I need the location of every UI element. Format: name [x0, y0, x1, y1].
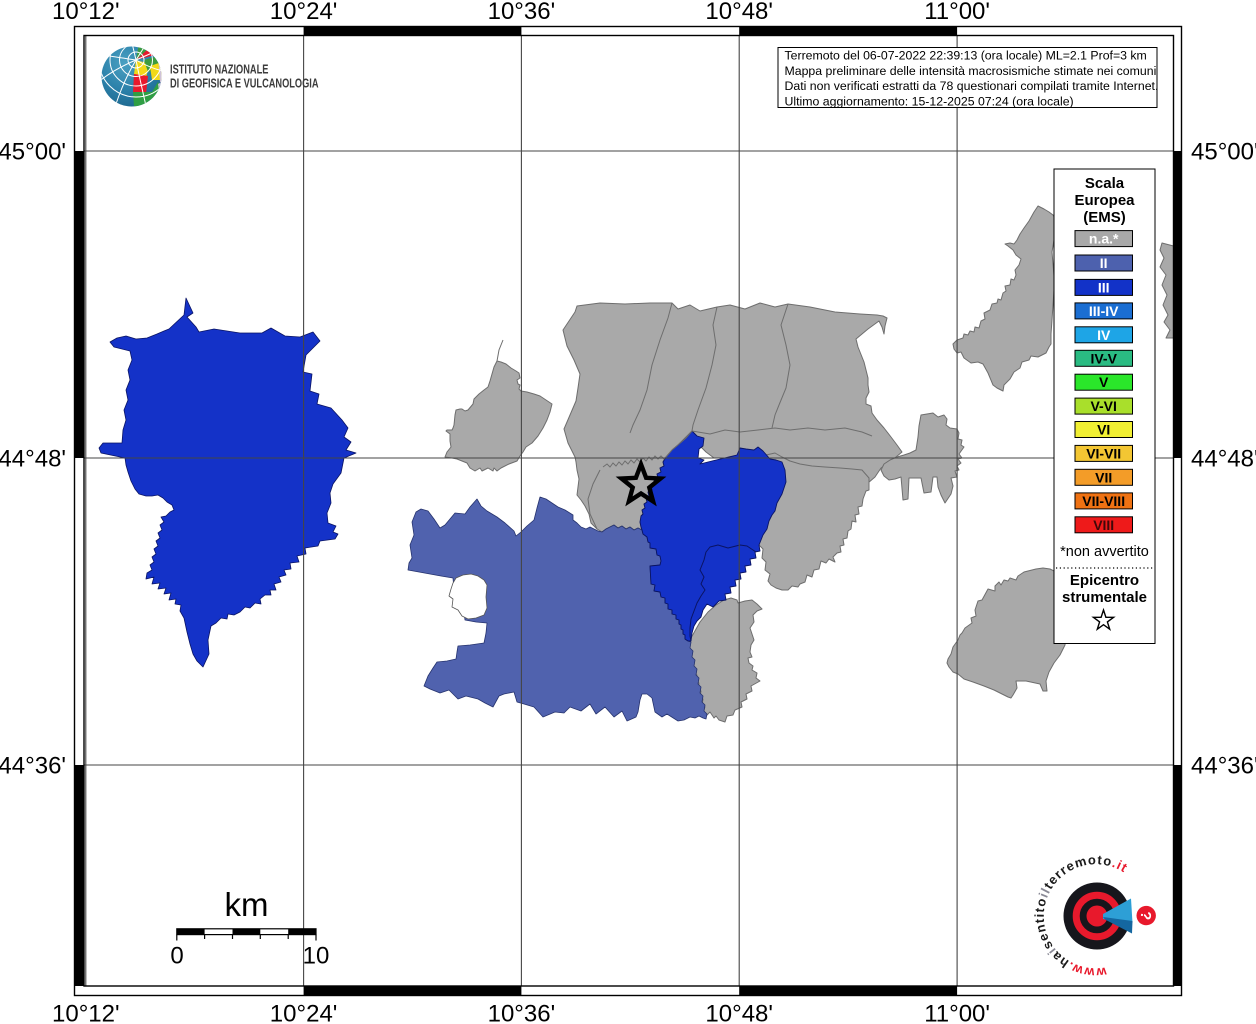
svg-text:II: II [1100, 255, 1108, 271]
svg-text:44°36': 44°36' [1191, 753, 1256, 780]
svg-text:45°00': 45°00' [1191, 139, 1256, 166]
svg-text:strumentale: strumentale [1062, 589, 1147, 606]
svg-text:VII-VIII: VII-VIII [1082, 493, 1125, 509]
svg-text:?: ? [1137, 910, 1154, 920]
svg-text:V-VI: V-VI [1090, 398, 1116, 414]
svg-text:Scala: Scala [1085, 175, 1125, 192]
svg-text:VI-VII: VI-VII [1086, 445, 1121, 461]
svg-text:Dati non verificati estratti d: Dati non verificati estratti da 78 quest… [785, 79, 1159, 93]
svg-text:10°48': 10°48' [705, 0, 773, 25]
svg-text:VIII: VIII [1093, 517, 1114, 533]
svg-text:10°36': 10°36' [488, 0, 556, 25]
svg-text:III: III [1098, 279, 1110, 295]
svg-text:Epicentro: Epicentro [1070, 572, 1139, 589]
svg-text:IV-V: IV-V [1090, 350, 1117, 366]
svg-text:44°48': 44°48' [1191, 446, 1256, 473]
svg-text:Europea: Europea [1074, 192, 1135, 209]
svg-text:VI: VI [1097, 422, 1110, 438]
svg-text:Terremoto del 06-07-2022 22:39: Terremoto del 06-07-2022 22:39:13 (ora l… [785, 49, 1147, 63]
svg-text:10°12': 10°12' [52, 0, 120, 25]
svg-text:10°24': 10°24' [270, 1001, 338, 1024]
svg-text:III-IV: III-IV [1089, 303, 1119, 319]
svg-text:V: V [1099, 374, 1109, 390]
svg-text:10°48': 10°48' [705, 1001, 773, 1024]
svg-text:n.a.*: n.a.* [1089, 231, 1119, 247]
svg-text:Ultimo aggiornamento: 15-12-20: Ultimo aggiornamento: 15-12-2025 07:24 (… [785, 94, 1074, 108]
svg-text:IV: IV [1097, 327, 1111, 343]
svg-text:10°36': 10°36' [488, 1001, 556, 1024]
svg-text:44°48': 44°48' [0, 446, 66, 473]
svg-text:0: 0 [170, 943, 183, 970]
svg-text:km: km [225, 886, 269, 923]
svg-text:*non avvertito: *non avvertito [1060, 544, 1149, 560]
svg-text:44°36': 44°36' [0, 753, 66, 780]
svg-text:11°00': 11°00' [924, 1001, 990, 1024]
svg-text:10: 10 [303, 943, 330, 970]
svg-text:11°00': 11°00' [924, 0, 990, 25]
svg-text:(EMS): (EMS) [1083, 209, 1126, 226]
svg-text:45°00': 45°00' [0, 139, 66, 166]
svg-text:ISTITUTO NAZIONALE: ISTITUTO NAZIONALE [170, 63, 268, 77]
svg-text:10°24': 10°24' [270, 0, 338, 25]
svg-text:VII: VII [1095, 469, 1112, 485]
svg-text:DI GEOFISICA E VULCANOLOGIA: DI GEOFISICA E VULCANOLOGIA [170, 77, 319, 91]
svg-text:Mappa preliminare delle intens: Mappa preliminare delle intensità macros… [785, 64, 1157, 78]
svg-text:10°12': 10°12' [52, 1001, 120, 1024]
